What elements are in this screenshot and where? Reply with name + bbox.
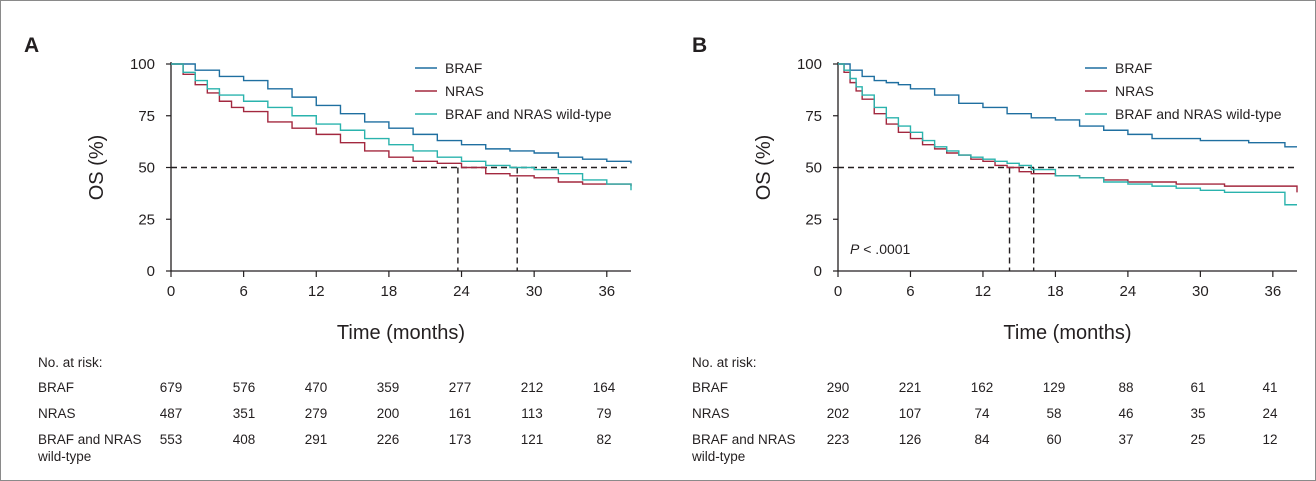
y-tick-label: 75	[805, 108, 822, 125]
x-axis-title: Time (months)	[337, 322, 465, 344]
risk-count: 408	[233, 432, 256, 447]
x-tick-label: 24	[453, 283, 470, 300]
survival-curve-nras	[838, 63, 1298, 193]
x-tick-label: 0	[167, 283, 175, 300]
risk-count: 74	[974, 406, 990, 421]
x-tick-label: 6	[906, 283, 914, 300]
risk-count: 60	[1046, 432, 1061, 447]
y-axis-title: OS (%)	[753, 135, 775, 201]
risk-count: 129	[1043, 380, 1066, 395]
x-tick-label: 18	[1047, 283, 1064, 300]
km-panel-a: A 0 25 50 75 100 0 6 12 18 24 30 36 Time (months) OS (…	[24, 34, 632, 464]
y-tick-label: 100	[130, 56, 155, 73]
survival-curve-braf	[171, 63, 632, 164]
risk-count: 161	[449, 406, 472, 421]
risk-count: 82	[596, 432, 611, 447]
risk-count: 121	[521, 432, 544, 447]
risk-count: 679	[160, 380, 183, 395]
x-tick-label: 18	[381, 283, 398, 300]
risk-count: 24	[1262, 406, 1278, 421]
risk-table-header: No. at risk:	[38, 355, 103, 370]
y-tick-label: 50	[138, 160, 155, 177]
x-tick-label: 30	[526, 283, 543, 300]
risk-count: 226	[377, 432, 400, 447]
risk-count: 200	[377, 406, 400, 421]
risk-count: 359	[377, 380, 400, 395]
risk-count: 553	[160, 432, 183, 447]
x-tick-label: 12	[975, 283, 992, 300]
p-value: < .0001	[859, 241, 910, 257]
risk-row-label: NRAS	[38, 406, 76, 421]
legend-label: NRAS	[445, 83, 484, 99]
panel-label: A	[24, 34, 39, 57]
km-panel-b: B 0 25 50 75 100 0 6 12 18 24 30 36 Time (months) OS (…	[691, 34, 1298, 464]
risk-row-label: BRAF	[38, 380, 74, 395]
x-tick-label: 24	[1120, 283, 1137, 300]
risk-row-label: BRAF	[692, 380, 728, 395]
risk-count: 25	[1190, 432, 1205, 447]
risk-count: 487	[160, 406, 183, 421]
y-tick-label: 0	[814, 263, 822, 280]
y-axis-title: OS (%)	[86, 135, 108, 201]
risk-count: 291	[305, 432, 328, 447]
risk-table-header: No. at risk:	[692, 355, 757, 370]
risk-count: 470	[305, 380, 328, 395]
risk-count: 576	[233, 380, 256, 395]
risk-count: 41	[1262, 380, 1277, 395]
legend-label: BRAF and NRAS wild-type	[445, 106, 612, 122]
risk-count: 173	[449, 432, 472, 447]
risk-count: 61	[1190, 380, 1205, 395]
risk-count: 12	[1262, 432, 1277, 447]
x-tick-label: 30	[1192, 283, 1209, 300]
risk-count: 58	[1046, 406, 1061, 421]
risk-count: 46	[1118, 406, 1133, 421]
x-tick-label: 36	[598, 283, 615, 300]
y-tick-label: 75	[138, 108, 155, 125]
risk-count: 212	[521, 380, 544, 395]
survival-curve-wildtype	[171, 63, 632, 191]
x-axis-title: Time (months)	[1003, 322, 1131, 344]
risk-count: 202	[827, 406, 850, 421]
y-tick-label: 25	[805, 211, 822, 228]
risk-count: 107	[899, 406, 922, 421]
y-tick-label: 0	[147, 263, 155, 280]
risk-count: 223	[827, 432, 850, 447]
legend-label: NRAS	[1115, 83, 1154, 99]
survival-curve-braf	[838, 63, 1297, 148]
risk-row-label-line2: wild-type	[691, 449, 745, 464]
legend-label: BRAF	[1115, 60, 1152, 76]
risk-count: 162	[971, 380, 994, 395]
risk-count: 37	[1118, 432, 1133, 447]
x-tick-label: 36	[1264, 283, 1281, 300]
x-tick-label: 12	[308, 283, 325, 300]
risk-row-label: BRAF and NRAS	[38, 432, 142, 447]
risk-row-label: NRAS	[692, 406, 730, 421]
x-tick-label: 6	[239, 283, 247, 300]
y-tick-label: 50	[805, 160, 822, 177]
risk-count: 351	[233, 406, 256, 421]
p-symbol: P	[850, 241, 860, 257]
risk-count: 88	[1118, 380, 1133, 395]
y-tick-label: 25	[138, 211, 155, 228]
y-tick-label: 100	[797, 56, 822, 73]
risk-row-label: BRAF and NRAS	[692, 432, 796, 447]
risk-count: 164	[593, 380, 616, 395]
survival-curve-wildtype	[838, 63, 1297, 206]
legend-label: BRAF	[445, 60, 482, 76]
x-tick-label: 0	[834, 283, 842, 300]
legend-label: BRAF and NRAS wild-type	[1115, 106, 1282, 122]
risk-count: 221	[899, 380, 922, 395]
risk-row-label-line2: wild-type	[37, 449, 91, 464]
risk-count: 277	[449, 380, 472, 395]
p-value-annotation: P < .0001	[850, 241, 911, 257]
risk-count: 35	[1190, 406, 1205, 421]
risk-count: 290	[827, 380, 850, 395]
risk-count: 126	[899, 432, 922, 447]
risk-count: 79	[596, 406, 611, 421]
risk-count: 113	[521, 406, 543, 421]
risk-count: 84	[974, 432, 990, 447]
panel-label: B	[692, 34, 707, 57]
risk-count: 279	[305, 406, 328, 421]
